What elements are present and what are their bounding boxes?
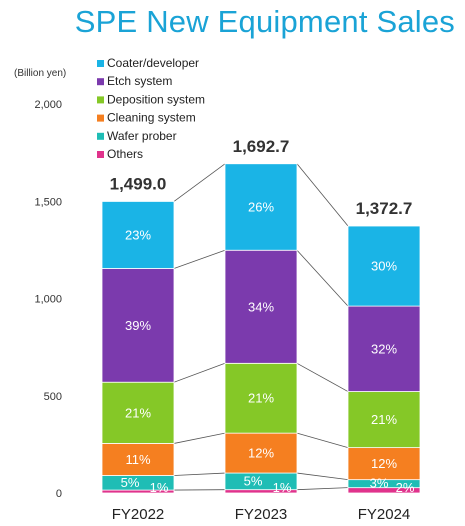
connector-line (296, 472, 349, 481)
legend-label: Coater/developer (107, 56, 199, 70)
bar-segment (224, 249, 298, 364)
legend-swatch (97, 78, 104, 86)
bar-segment (347, 447, 421, 481)
segment-percent-label: 32% (371, 341, 397, 356)
connector-line (296, 362, 349, 392)
legend-label: Cleaning system (107, 111, 196, 125)
segment-percent-label: 21% (371, 412, 397, 427)
legend-label: Deposition system (107, 92, 205, 106)
segment-percent-label: 39% (125, 318, 151, 333)
bar-segment (101, 268, 175, 383)
segment-percent-label: 5% (244, 473, 263, 488)
segment-percent-label: 1% (273, 480, 292, 495)
segment-percent-label: 23% (125, 227, 151, 242)
legend-swatch (97, 60, 104, 67)
bar-segment (101, 443, 175, 476)
bar-segment (347, 305, 421, 392)
legend-swatch (97, 114, 104, 122)
y-tick-label: 500 (44, 391, 62, 403)
legend-swatch (97, 132, 104, 140)
legend-label: Wafer prober (107, 129, 177, 143)
y-tick-label: 1,000 (34, 294, 62, 306)
segment-percent-label: 26% (248, 200, 274, 215)
bar-segment (347, 225, 421, 307)
segment-percent-label: 3% (370, 476, 389, 491)
connector-line (296, 249, 349, 307)
x-category-label: FY2024 (358, 506, 411, 523)
bar-total-label: 1,499.0 (110, 174, 167, 193)
segment-percent-label: 12% (371, 456, 397, 471)
legend-swatch (97, 96, 104, 104)
connector-line (173, 163, 226, 202)
connector-line (173, 472, 226, 476)
segment-percent-label: 21% (125, 405, 151, 420)
segment-percent-label: 30% (371, 259, 397, 274)
connector-line (296, 487, 349, 491)
connector-line (296, 163, 349, 227)
x-category-label: FY2023 (235, 506, 288, 523)
y-tick-label: 2,000 (34, 99, 62, 111)
segment-percent-label: 34% (248, 299, 274, 314)
bar-segment (224, 432, 298, 474)
bar-segment (224, 163, 298, 251)
y-tick-label: 1,500 (34, 196, 62, 208)
legend-label: Etch system (107, 74, 172, 88)
bar-total-label: 1,372.7 (356, 199, 413, 218)
segment-percent-label: 1% (150, 480, 169, 495)
bar-segment (101, 381, 175, 444)
legend-swatch (97, 151, 104, 158)
legend-label: Others (107, 147, 143, 161)
segment-percent-label: 21% (248, 391, 274, 406)
segment-percent-label: 2% (396, 480, 415, 495)
bar-total-label: 1,692.7 (233, 137, 290, 156)
connector-line (173, 249, 226, 269)
x-category-label: FY2022 (112, 506, 165, 523)
connector-line (296, 432, 349, 448)
chart-title: SPE New Equipment Sales (74, 4, 455, 39)
segment-percent-label: 12% (248, 446, 274, 461)
connector-line (173, 432, 226, 444)
segment-percent-label: 5% (121, 475, 140, 490)
bar-segment (347, 391, 421, 449)
bar-segment (101, 201, 175, 269)
y-axis-unit-label: (Billion yen) (14, 68, 67, 79)
y-tick-label: 0 (56, 488, 62, 500)
segment-percent-label: 11% (125, 452, 150, 467)
connector-line (173, 362, 226, 383)
bar-segment (224, 362, 298, 434)
